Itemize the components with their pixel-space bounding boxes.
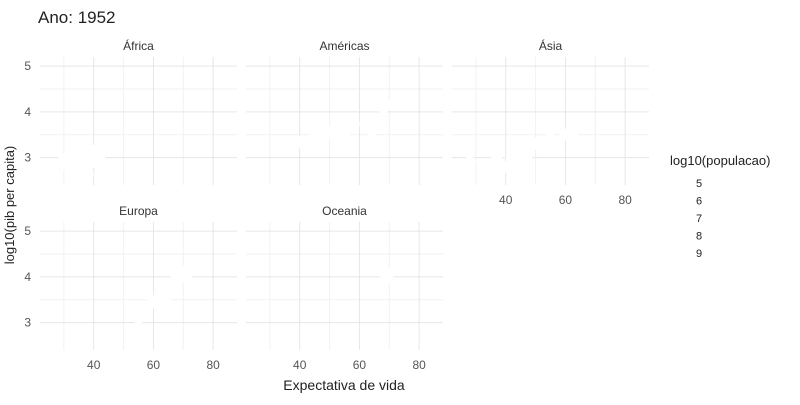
facet-panel-2: Ásia 40 60 80 — [452, 38, 649, 207]
x-tick-label: 80 — [412, 358, 426, 372]
data-point — [514, 158, 527, 171]
legend-label-7: 7 — [696, 213, 702, 225]
data-point — [132, 312, 145, 324]
data-point — [284, 142, 297, 155]
legend-label-9: 9 — [696, 248, 702, 260]
data-point — [299, 137, 312, 150]
panel-background — [246, 222, 443, 350]
y-tick-label: 4 — [24, 270, 31, 284]
data-point — [51, 163, 64, 175]
x-tick-label: 40 — [293, 358, 307, 372]
data-point — [96, 158, 109, 171]
legend: log10(populacao) 5 6 7 8 9 — [670, 153, 770, 261]
data-point — [559, 128, 572, 141]
panel-background — [452, 57, 649, 185]
y-axis-label: log10(pib per capita) — [2, 146, 17, 265]
x-tick-label: 40 — [87, 358, 101, 372]
data-point — [108, 142, 121, 155]
data-point — [499, 160, 512, 173]
facet-panel-0: África 3 4 5 — [24, 38, 237, 185]
facet-strip-label: Ásia — [539, 38, 563, 53]
facet-strip-label: Américas — [319, 39, 369, 53]
data-point — [380, 99, 393, 111]
y-tick-label: 3 — [24, 316, 31, 330]
facet-panel-4: Oceania 40 60 80 — [246, 204, 443, 372]
data-point — [544, 133, 557, 146]
data-point — [484, 165, 497, 178]
legend-key-6 — [683, 197, 691, 204]
data-point — [535, 142, 548, 155]
data-point — [66, 165, 79, 178]
x-tick-label: 80 — [618, 193, 632, 207]
legend-label-6: 6 — [696, 196, 702, 208]
legend-label-5: 5 — [696, 178, 702, 190]
x-tick-label: 60 — [353, 358, 367, 372]
legend-key-7 — [682, 213, 692, 223]
y-tick-label: 5 — [24, 59, 31, 73]
facet-panel-3: Europa 3 4 5 40 60 80 — [24, 204, 237, 372]
data-point — [81, 167, 94, 180]
data-point — [338, 128, 351, 141]
data-point — [93, 149, 106, 162]
legend-entries: 5 6 7 8 9 — [679, 178, 702, 261]
x-tick-label: 40 — [499, 193, 513, 207]
data-point — [520, 149, 533, 162]
legend-key-8 — [681, 229, 693, 242]
data-point — [381, 268, 394, 281]
chart-title: Ano: 1952 — [38, 8, 116, 27]
x-tick-label: 80 — [206, 358, 220, 372]
facet-panel-1: Américas — [246, 39, 443, 185]
data-point — [490, 153, 503, 166]
data-point — [463, 156, 476, 169]
legend-key-9 — [679, 245, 695, 261]
data-point — [183, 264, 196, 276]
legend-key-5 — [685, 181, 689, 185]
data-point — [365, 124, 378, 137]
data-point — [347, 119, 360, 132]
panel-background — [40, 222, 237, 350]
facet-strip-label: Europa — [119, 204, 158, 218]
x-axis-label: Expectativa de vida — [283, 377, 405, 393]
data-point — [568, 133, 581, 146]
facet-strip-label: África — [123, 38, 154, 53]
legend-title: log10(populacao) — [670, 153, 770, 168]
y-tick-label: 3 — [24, 151, 31, 165]
data-point — [159, 291, 172, 304]
panel-background — [246, 57, 443, 185]
facet-panels: África 3 4 5 Américas Ásia 40 60 80 Europa 3 4 5 40 60… — [24, 38, 649, 372]
facet-strip-label: Oceania — [322, 204, 367, 218]
x-tick-label: 60 — [147, 358, 161, 372]
y-tick-label: 5 — [24, 224, 31, 238]
legend-label-8: 8 — [696, 231, 702, 243]
y-tick-label: 4 — [24, 105, 31, 119]
x-tick-label: 60 — [559, 193, 573, 207]
